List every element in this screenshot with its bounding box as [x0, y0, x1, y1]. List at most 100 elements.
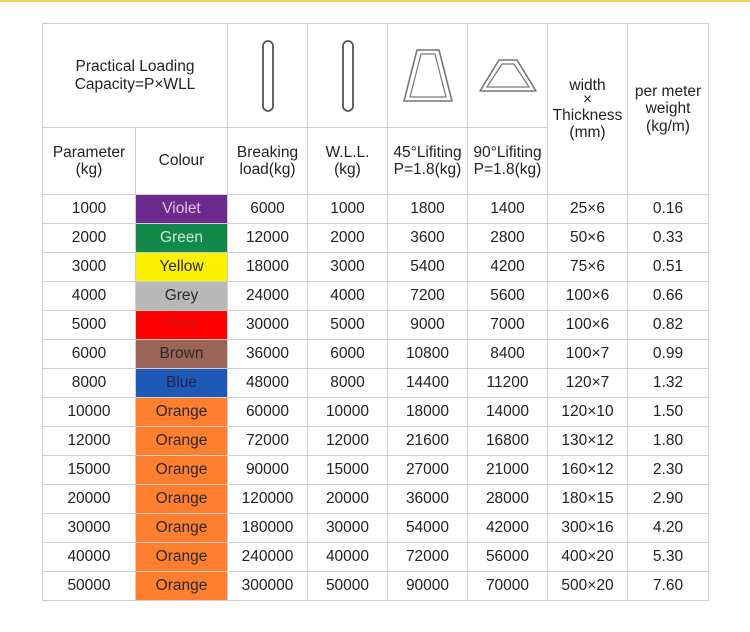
- weight-cell: 5.30: [627, 542, 709, 572]
- lift45-cell: 5400: [387, 252, 468, 282]
- parameter-header-line1: Parameter: [52, 143, 126, 161]
- capacity-header-cell: Practical Loading Capacity=P×WLL: [42, 23, 228, 128]
- lift45-cell: 18000: [387, 397, 468, 427]
- width-header-line3: Thickness: [552, 106, 623, 124]
- table-row: 1000 Violet 6000 1000 1800 1400 25×6 0.16: [42, 194, 709, 224]
- capacity-header-line1: Practical Loading: [75, 58, 195, 76]
- weight-cell: 7.60: [627, 571, 709, 601]
- wll-cell: 30000: [307, 513, 388, 543]
- parameter-cell: 20000: [42, 484, 136, 514]
- lift90-cell: 7000: [467, 310, 548, 340]
- table-row: 5000 Red 30000 5000 9000 7000 100×6 0.82: [42, 310, 709, 340]
- parameter-cell: 1000: [42, 194, 136, 224]
- wll-cell: 6000: [307, 339, 388, 369]
- width-header-line2: ×: [582, 91, 593, 109]
- lift90-cell: 11200: [467, 368, 548, 398]
- breaking-load-cell: 12000: [227, 223, 308, 253]
- wll-header-line1: W.L.L.: [325, 143, 370, 161]
- breaking-load-cell: 120000: [227, 484, 308, 514]
- width-thickness-cell: 180×15: [547, 484, 628, 514]
- colour-cell: Orange: [135, 513, 228, 543]
- lift45-cell: 21600: [387, 426, 468, 456]
- breaking-load-cell: 30000: [227, 310, 308, 340]
- lift90-cell: 16800: [467, 426, 548, 456]
- width-thickness-cell: 100×6: [547, 310, 628, 340]
- lift45-cell: 27000: [387, 455, 468, 485]
- lift90-cell: 28000: [467, 484, 548, 514]
- parameter-cell: 12000: [42, 426, 136, 456]
- table-row: 40000 Orange 240000 40000 72000 56000 400×20 5.…: [42, 542, 709, 572]
- table-row: 6000 Brown 36000 6000 10800 8400 100×7 0.99: [42, 339, 709, 369]
- colour-cell: Brown: [135, 339, 228, 369]
- lift45-cell: 14400: [387, 368, 468, 398]
- lift90-cell: 4200: [467, 252, 548, 282]
- breaking-load-cell: 60000: [227, 397, 308, 427]
- lift90-cell: 21000: [467, 455, 548, 485]
- width-header-line4: (mm): [569, 123, 606, 141]
- lift45-cell: 90000: [387, 571, 468, 601]
- colour-cell: Orange: [135, 397, 228, 427]
- wll-cell: 8000: [307, 368, 388, 398]
- weight-cell: 4.20: [627, 513, 709, 543]
- weight-cell: 0.99: [627, 339, 709, 369]
- weight-cell: 0.82: [627, 310, 709, 340]
- parameter-cell: 40000: [42, 542, 136, 572]
- weight-cell: 0.16: [627, 194, 709, 224]
- colour-cell: Green: [135, 223, 228, 253]
- width-thickness-cell: 50×6: [547, 223, 628, 253]
- width-thickness-header: width × Thickness (mm): [547, 23, 628, 195]
- breaking-load-cell: 180000: [227, 513, 308, 543]
- table-row: 8000 Blue 48000 8000 14400 11200 120×7 1.32: [42, 368, 709, 398]
- weight-cell: 1.32: [627, 368, 709, 398]
- parameter-cell: 6000: [42, 339, 136, 369]
- lift45-cell: 1800: [387, 194, 468, 224]
- colour-header-label: Colour: [158, 152, 205, 170]
- wll-cell: 2000: [307, 223, 388, 253]
- parameter-cell: 4000: [42, 281, 136, 311]
- colour-cell: Yellow: [135, 252, 228, 282]
- colour-cell: Red: [135, 310, 228, 340]
- width-thickness-cell: 120×7: [547, 368, 628, 398]
- parameter-cell: 2000: [42, 223, 136, 253]
- wll-cell: 15000: [307, 455, 388, 485]
- wll-cell: 1000: [307, 194, 388, 224]
- lift90-icon-cell: [467, 23, 548, 128]
- header-row-icons: Practical Loading Capacity=P×WLL: [42, 23, 709, 195]
- wll-cell: 20000: [307, 484, 388, 514]
- top-divider-line: [0, 0, 750, 2]
- breaking-icon-cell: [227, 23, 308, 128]
- width-thickness-cell: 500×20: [547, 571, 628, 601]
- lift45-header-line1: 45°Lifiting: [393, 143, 462, 161]
- breaking-load-cell: 48000: [227, 368, 308, 398]
- lift90-cell: 70000: [467, 571, 548, 601]
- lift45-cell: 72000: [387, 542, 468, 572]
- sling-90-degree-icon: [478, 58, 537, 92]
- colour-cell: Orange: [135, 484, 228, 514]
- lift45-cell: 54000: [387, 513, 468, 543]
- weight-header-line3: (kg/m): [646, 117, 690, 135]
- colour-cell: Grey: [135, 281, 228, 311]
- table-row: 10000 Orange 60000 10000 18000 14000 120×10 1.5…: [42, 397, 709, 427]
- weight-cell: 1.50: [627, 397, 709, 427]
- parameter-cell: 30000: [42, 513, 136, 543]
- lift90-cell: 42000: [467, 513, 548, 543]
- weight-header-line2: weight: [645, 100, 691, 118]
- weight-cell: 2.90: [627, 484, 709, 514]
- width-thickness-cell: 160×12: [547, 455, 628, 485]
- table-row: 3000 Yellow 18000 3000 5400 4200 75×6 0.51: [42, 252, 709, 282]
- wll-cell: 12000: [307, 426, 388, 456]
- wll-cell: 3000: [307, 252, 388, 282]
- wll-cell: 50000: [307, 571, 388, 601]
- vertical-sling-loop-icon: [341, 39, 354, 112]
- wll-cell: 5000: [307, 310, 388, 340]
- colour-cell: Orange: [135, 542, 228, 572]
- lift45-header-line2: P=1.8(kg): [393, 161, 462, 178]
- width-thickness-cell: 400×20: [547, 542, 628, 572]
- breaking-load-cell: 90000: [227, 455, 308, 485]
- wll-cell: 4000: [307, 281, 388, 311]
- sling-45-degree-icon: [402, 48, 453, 102]
- weight-header: per meter weight (kg/m): [627, 23, 709, 195]
- width-thickness-cell: 120×10: [547, 397, 628, 427]
- table-row: 15000 Orange 90000 15000 27000 21000 160×12 2.3…: [42, 455, 709, 485]
- table-row: 30000 Orange 180000 30000 54000 42000 300×16 4.…: [42, 513, 709, 543]
